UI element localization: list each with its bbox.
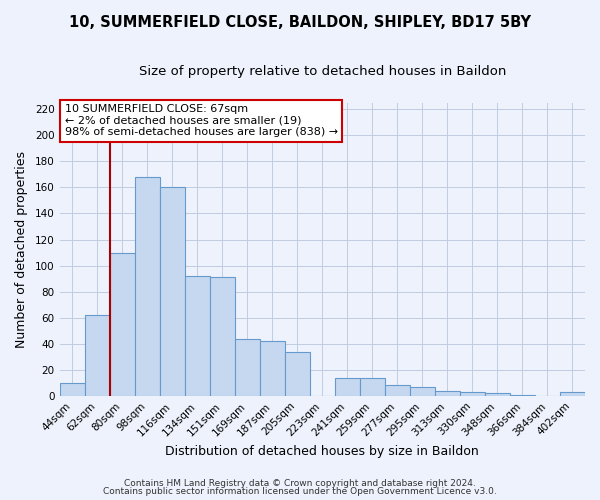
Bar — [485, 393, 510, 396]
Text: Contains HM Land Registry data © Crown copyright and database right 2024.: Contains HM Land Registry data © Crown c… — [124, 478, 476, 488]
Y-axis label: Number of detached properties: Number of detached properties — [15, 151, 28, 348]
Bar — [510, 394, 535, 396]
Bar — [110, 252, 134, 396]
Bar — [160, 188, 185, 396]
Bar — [260, 341, 285, 396]
Bar — [460, 392, 485, 396]
Bar — [185, 276, 209, 396]
Bar — [235, 338, 260, 396]
Text: 10 SUMMERFIELD CLOSE: 67sqm
← 2% of detached houses are smaller (19)
98% of semi: 10 SUMMERFIELD CLOSE: 67sqm ← 2% of deta… — [65, 104, 338, 138]
Bar — [285, 352, 310, 396]
X-axis label: Distribution of detached houses by size in Baildon: Distribution of detached houses by size … — [166, 444, 479, 458]
Title: Size of property relative to detached houses in Baildon: Size of property relative to detached ho… — [139, 65, 506, 78]
Bar — [435, 390, 460, 396]
Text: 10, SUMMERFIELD CLOSE, BAILDON, SHIPLEY, BD17 5BY: 10, SUMMERFIELD CLOSE, BAILDON, SHIPLEY,… — [69, 15, 531, 30]
Bar — [410, 386, 435, 396]
Bar — [385, 386, 410, 396]
Bar — [209, 278, 235, 396]
Bar — [134, 177, 160, 396]
Bar — [360, 378, 385, 396]
Bar — [335, 378, 360, 396]
Bar — [59, 383, 85, 396]
Bar — [85, 315, 110, 396]
Bar — [560, 392, 585, 396]
Text: Contains public sector information licensed under the Open Government Licence v3: Contains public sector information licen… — [103, 487, 497, 496]
